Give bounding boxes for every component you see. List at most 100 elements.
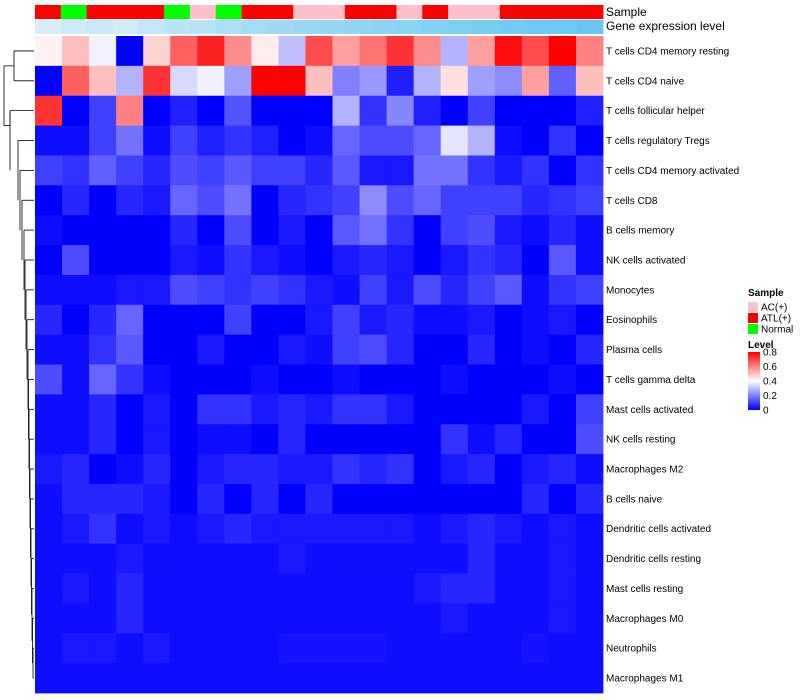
heatmap-cell <box>143 185 171 216</box>
heatmap-cell <box>494 573 523 604</box>
heatmap-cell <box>143 483 171 515</box>
row-label: Monocytes <box>606 285 654 296</box>
heatmap-cell <box>440 364 469 395</box>
sample-legend: Sample AC(+)ATL(+)Normal <box>748 288 793 336</box>
sample-legend-title: Sample <box>748 288 784 299</box>
heatmap-cell <box>548 513 577 545</box>
heatmap-cell <box>143 215 171 246</box>
heatmap-cell <box>467 274 496 306</box>
heatmap-cell <box>494 245 523 276</box>
heatmap-cell <box>359 454 388 485</box>
heatmap-cell <box>143 65 171 97</box>
heatmap-cell <box>332 573 360 604</box>
heatmap-cell <box>575 543 604 574</box>
sample-annotation-cell <box>499 5 526 19</box>
row-label: B cells memory <box>606 226 674 237</box>
heatmap-cell <box>521 65 550 97</box>
gene-expression-cell <box>370 20 397 34</box>
heatmap-cell <box>35 483 63 515</box>
heatmap-cell <box>116 334 144 365</box>
heatmap-cell <box>278 483 306 515</box>
heatmap-cell <box>440 215 469 246</box>
heatmap-cell <box>467 155 496 186</box>
sample-annotation-cell <box>189 5 217 19</box>
heatmap-cell <box>143 364 171 395</box>
heatmap-cell <box>548 245 577 276</box>
heatmap-cell <box>548 334 577 365</box>
heatmap-cell <box>35 513 63 545</box>
heatmap-cell <box>224 424 252 455</box>
heatmap-cell <box>413 155 442 186</box>
heatmap-cell <box>89 125 117 156</box>
heatmap-cell <box>440 65 469 97</box>
heatmap-cell <box>89 454 117 485</box>
heatmap-cell <box>197 215 225 246</box>
heatmap-cell <box>224 36 252 67</box>
heatmap-cell <box>521 633 550 664</box>
heatmap-cell <box>170 513 198 545</box>
heatmap-cell <box>116 36 144 67</box>
heatmap-cell <box>386 185 415 216</box>
heatmap-cell <box>197 334 225 365</box>
heatmap-cell <box>305 364 333 395</box>
heatmap-cell <box>35 364 63 395</box>
gene-expression-cell <box>473 20 501 34</box>
heatmap-cell <box>413 663 442 694</box>
heatmap-cell <box>386 215 415 246</box>
heatmap-cell <box>386 663 415 694</box>
heatmap-cell <box>278 424 306 455</box>
heatmap-cell <box>440 274 469 306</box>
heatmap-cell <box>494 424 523 455</box>
sample-legend-swatch <box>748 313 758 323</box>
heatmap-cell <box>35 65 63 97</box>
heatmap-cell <box>332 334 360 365</box>
heatmap-cell <box>143 36 171 67</box>
heatmap-cell <box>35 543 63 574</box>
heatmap-cell <box>305 424 333 455</box>
heatmap-cell <box>116 95 144 126</box>
heatmap-cell <box>440 155 469 186</box>
heatmap-cell <box>386 603 415 634</box>
sample-legend-label: ATL(+) <box>761 314 791 325</box>
heatmap-cell <box>305 36 333 67</box>
sample-annotation-cell <box>293 5 320 19</box>
gene-expression-cell <box>112 20 139 34</box>
heatmap-cell <box>224 215 252 246</box>
heatmap-cell <box>386 65 415 97</box>
heatmap-cell <box>116 454 144 485</box>
gene-expression-cell <box>60 20 88 34</box>
heatmap-cell <box>197 394 225 425</box>
sample-annotation-cell <box>473 5 501 19</box>
heatmap-cell <box>62 274 90 306</box>
heatmap-cell <box>170 633 198 664</box>
heatmap-cell <box>359 364 388 395</box>
sample-annotation-cell <box>60 5 88 19</box>
gene-expression-cell <box>525 20 552 34</box>
heatmap-cell <box>575 454 604 485</box>
heatmap-cell <box>386 274 415 306</box>
heatmap-cell <box>521 364 550 395</box>
heatmap-cell <box>170 36 198 67</box>
heatmap-cell <box>278 155 306 186</box>
heatmap-cell <box>89 185 117 216</box>
heatmap-cell <box>224 633 252 664</box>
heatmap-cell <box>224 274 252 306</box>
heatmap-cell <box>359 394 388 425</box>
heatmap-cell <box>251 663 279 694</box>
heatmap-cell <box>170 663 198 694</box>
heatmap-cell <box>305 65 333 97</box>
heatmap-cell <box>305 304 333 336</box>
heatmap-cell <box>467 125 496 156</box>
heatmap-cell <box>575 334 604 365</box>
heatmap-cell <box>467 633 496 664</box>
heatmap-cell <box>35 334 63 365</box>
heatmap-cell <box>305 245 333 276</box>
heatmap-cell <box>251 424 279 455</box>
heatmap-cell <box>386 424 415 455</box>
sample-legend-swatch <box>748 324 758 334</box>
heatmap-cell <box>575 304 604 336</box>
level-legend-tick: 0.4 <box>763 377 777 388</box>
heatmap-cell <box>575 95 604 126</box>
heatmap-cell <box>440 334 469 365</box>
heatmap-cell <box>548 424 577 455</box>
